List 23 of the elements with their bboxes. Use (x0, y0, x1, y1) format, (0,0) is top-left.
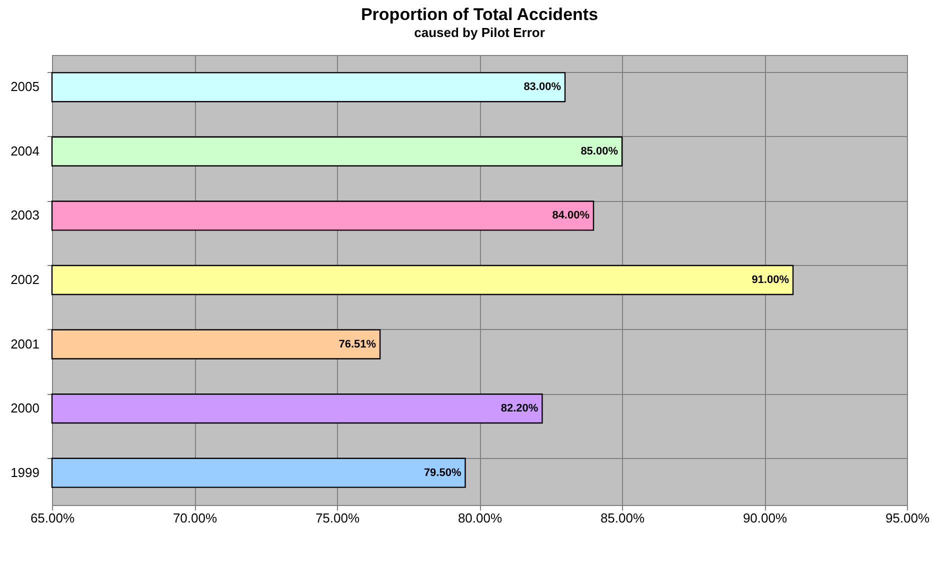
data-label: 85.00% (580, 145, 618, 158)
x-tick-label: 85.00% (600, 510, 645, 526)
data-label: 79.50% (424, 466, 462, 479)
y-tick-label: 1999 (10, 464, 40, 480)
y-tick-label: 2002 (10, 272, 40, 287)
data-label: 76.51% (338, 338, 376, 350)
x-tick-label: 65.00% (30, 510, 75, 526)
data-label: 82.20% (500, 402, 538, 415)
y-tick-label: 2005 (10, 79, 40, 94)
chart-title: Proportion of Total Accidents (360, 5, 598, 24)
data-label: 91.00% (752, 274, 790, 286)
y-tick-label: 2004 (10, 143, 40, 158)
x-tick-label: 75.00% (315, 510, 360, 526)
data-label: 83.00% (524, 81, 562, 94)
y-tick-label: 2001 (10, 336, 40, 352)
x-tick-label: 90.00% (742, 510, 788, 526)
y-tick-label: 2003 (10, 208, 40, 223)
x-tick-label: 95.00% (885, 510, 930, 526)
data-label: 84.00% (552, 210, 590, 222)
x-tick-label: 70.00% (172, 510, 218, 526)
y-tick-label: 2000 (10, 400, 40, 416)
chart-subtitle: caused by Pilot Error (414, 25, 545, 40)
x-tick-label: 80.00% (458, 510, 502, 526)
